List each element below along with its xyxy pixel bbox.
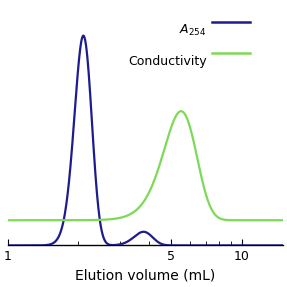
Text: $A_{254}$: $A_{254}$ (179, 23, 207, 38)
Text: Conductivity: Conductivity (128, 55, 207, 67)
X-axis label: Elution volume (mL): Elution volume (mL) (75, 269, 216, 283)
